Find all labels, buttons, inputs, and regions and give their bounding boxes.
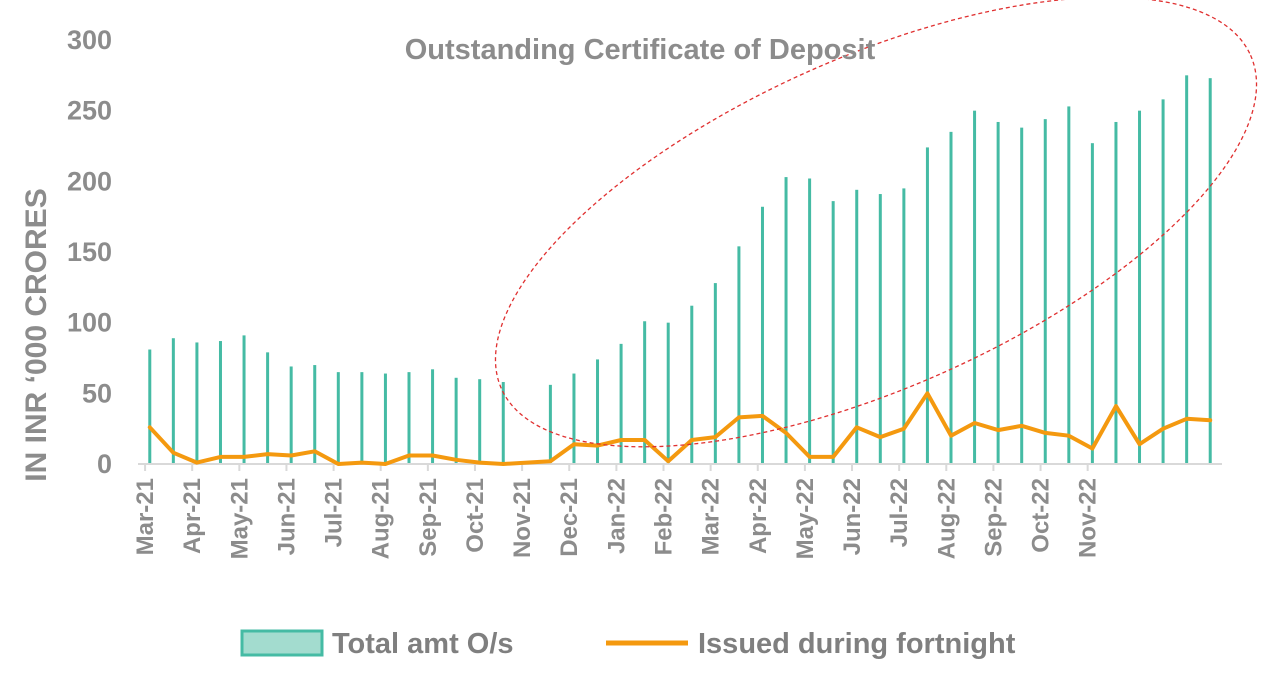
- bar: [855, 189, 859, 464]
- bar: [1208, 78, 1212, 464]
- x-tick-label: Apr-21: [179, 478, 206, 554]
- bar: [831, 201, 835, 464]
- legend: Total amt O/s Issued during fortnight: [240, 628, 1016, 660]
- bar: [808, 178, 812, 465]
- bar: [431, 369, 435, 464]
- bar: [925, 147, 929, 464]
- bar: [407, 372, 411, 464]
- annotation-layer: [494, 0, 1258, 448]
- bar: [1138, 110, 1142, 465]
- bar: [643, 321, 647, 464]
- issued-during-fortnight-line: [147, 391, 1213, 466]
- bar: [1114, 121, 1118, 465]
- bar: [1161, 99, 1165, 465]
- x-tick-label: Apr-22: [745, 478, 772, 554]
- bar: [666, 322, 670, 464]
- bar: [242, 335, 246, 464]
- bar: [501, 382, 505, 464]
- bar: [218, 341, 222, 464]
- y-tick-label: 150: [67, 237, 112, 267]
- y-tick-label: 250: [67, 96, 112, 126]
- bar: [737, 246, 741, 464]
- y-axis-label: IN INR ‘000 CRORES: [20, 188, 53, 481]
- bar: [949, 131, 953, 464]
- x-tick-label: Aug-22: [933, 478, 960, 559]
- legend-label-issued-during-fortnight: Issued during fortnight: [698, 628, 1016, 660]
- chart-title: Outstanding Certificate of Deposit: [405, 34, 876, 66]
- bar: [784, 177, 788, 465]
- x-tick-label: Aug-21: [368, 478, 395, 559]
- bar: [1185, 75, 1189, 464]
- x-tick-label: Sep-22: [980, 478, 1007, 557]
- x-tick-label: Jun-22: [839, 478, 866, 555]
- bar: [619, 343, 623, 464]
- bar: [760, 206, 764, 465]
- bar: [1067, 106, 1071, 464]
- bar: [195, 342, 199, 464]
- y-tick-label: 0: [97, 449, 112, 479]
- y-tick-label: 100: [67, 308, 112, 338]
- y-tick-label: 50: [82, 378, 112, 408]
- x-tick-label: Sep-21: [415, 478, 442, 557]
- bar: [548, 384, 552, 464]
- y-tick-label: 200: [67, 166, 112, 196]
- highlight-ellipse: [494, 0, 1258, 448]
- bar: [572, 373, 576, 464]
- bar: [878, 194, 882, 464]
- bar: [478, 379, 482, 464]
- x-tick-label: Feb-22: [651, 478, 678, 555]
- x-tick-label: Mar-21: [132, 478, 159, 555]
- x-tick-label: Jan-22: [603, 478, 630, 554]
- bar: [973, 110, 977, 465]
- bar: [1090, 143, 1094, 464]
- bar: [596, 359, 600, 464]
- bar: [902, 188, 906, 464]
- bar: [266, 352, 270, 464]
- x-tick-label: Jul-21: [321, 478, 348, 547]
- bar: [1020, 127, 1024, 465]
- x-tick-label: Nov-22: [1075, 478, 1102, 558]
- bar: [336, 372, 340, 464]
- x-tick-label: Mar-22: [698, 478, 725, 555]
- x-tick-label: Jun-21: [273, 478, 300, 555]
- x-tick-label: May-22: [792, 478, 819, 559]
- legend-label-total-amt-os: Total amt O/s: [332, 628, 514, 660]
- bar: [313, 365, 317, 464]
- bar: [148, 349, 152, 464]
- bar: [996, 121, 1000, 465]
- x-tick-label: May-21: [226, 478, 253, 559]
- line-layer: [147, 391, 1213, 466]
- x-tick-label: Oct-21: [462, 478, 489, 553]
- bars-layer: [148, 75, 1212, 465]
- x-tick-label: Dec-21: [556, 478, 583, 557]
- bar: [383, 373, 387, 464]
- bar: [454, 377, 458, 464]
- bar: [360, 372, 364, 464]
- bar: [289, 366, 293, 464]
- x-tick-label: Jul-22: [886, 478, 913, 547]
- bar: [690, 305, 694, 464]
- axis-layer: 0 50 100 150 200 250 300 Mar-21 Apr-21 May-21 Jun-…: [67, 25, 1222, 559]
- y-tick-label: 300: [67, 25, 112, 55]
- bar: [713, 283, 717, 464]
- x-tick-label: Nov-21: [509, 478, 536, 558]
- bar: [1043, 119, 1047, 464]
- bar: [171, 338, 175, 464]
- legend-swatch-total-amt-os: [240, 629, 324, 657]
- x-tick-label: Oct-22: [1028, 478, 1055, 553]
